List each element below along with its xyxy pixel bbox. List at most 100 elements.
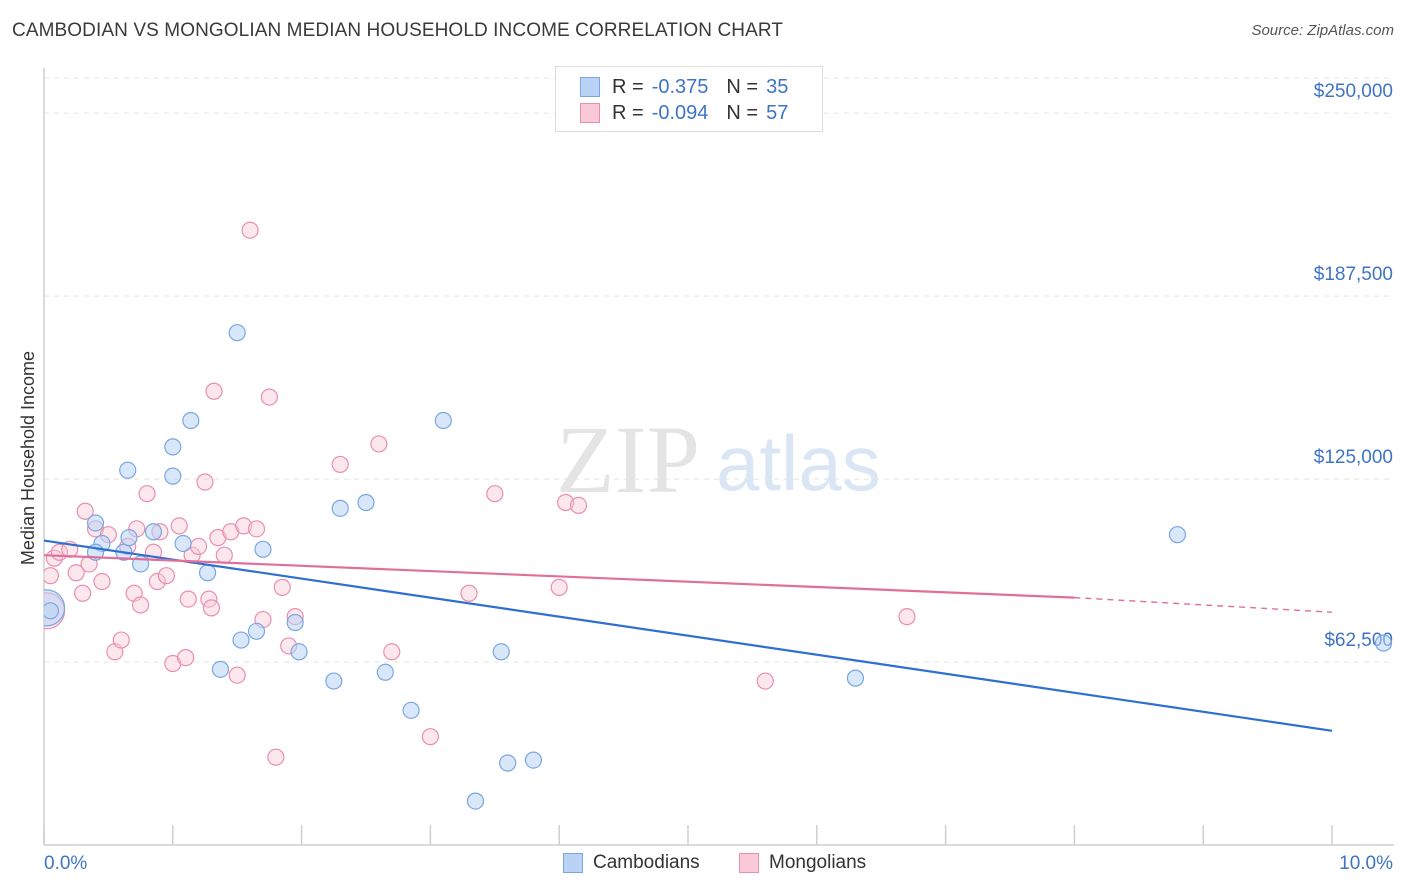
y-tick-label: $250,000 (1314, 81, 1393, 102)
mongolian-point (370, 435, 388, 453)
cambodian-point (232, 631, 250, 649)
mongolian-point (228, 666, 246, 684)
mongolian-point (421, 728, 439, 746)
cambodian-point (357, 493, 375, 512)
x-tick-label: 0.0% (44, 853, 87, 874)
axes (43, 68, 1394, 846)
cambodian-point (376, 663, 394, 681)
cambodian-point (1168, 526, 1187, 544)
mongolian-point (196, 473, 214, 491)
watermark-zip: ZIP (556, 406, 700, 513)
mongolian-point (112, 631, 130, 649)
mongolian-point (76, 502, 94, 520)
mongolian-point (44, 567, 60, 585)
cambodian-point (331, 499, 349, 517)
cambodian-point (211, 660, 230, 678)
x-tick-labels: 0.0% 10.0% (44, 853, 1393, 874)
cambodian-point (286, 613, 304, 632)
bottom-legend-swatch-cambodians (563, 853, 583, 873)
cambodian-point (254, 540, 272, 558)
y-tick-labels: $62,500$125,000$187,500$250,000 (1314, 81, 1393, 651)
cambodian-point (247, 622, 266, 640)
cambodian-point (164, 438, 182, 456)
y-axis-label: Median Household Income (18, 351, 38, 565)
mongolian-point (460, 584, 478, 602)
cambodian-point (120, 529, 138, 547)
bottom-legend-label-cambodians: Cambodians (593, 852, 700, 873)
source-label: Source: ZipAtlas.com (1251, 22, 1394, 39)
mongolian-point (93, 572, 111, 591)
cambodian-point (492, 643, 510, 661)
mongolian-point (157, 567, 175, 585)
legend-n-value: 57 (766, 101, 789, 124)
y-tick-label: $187,500 (1314, 264, 1393, 285)
mongolian-point (569, 496, 588, 515)
cambodian-point (44, 602, 60, 620)
mongolian-point (756, 672, 774, 690)
mongolian-point (202, 599, 221, 617)
cambodian-point (290, 643, 308, 661)
legend-r-value: -0.094 (651, 101, 709, 124)
cambodian-point (499, 754, 517, 772)
mongolian-point (148, 572, 166, 591)
legend-row-mongolians: R = -0.094 N = 57 (580, 101, 788, 125)
bottom-legend-mongolians: Mongolians (739, 852, 866, 874)
legend-swatch-mongolians (580, 103, 600, 123)
mongolian-point (215, 546, 233, 564)
cambodian-trend-line (43, 539, 1333, 732)
mongolian-point (189, 537, 208, 555)
mongolian-point (383, 643, 401, 661)
legend-n-label: N = (726, 101, 759, 124)
cambodian-point (164, 467, 182, 485)
mongolian-point (67, 564, 85, 582)
mongolian-point (247, 520, 266, 538)
legend-r-label: R = (612, 101, 644, 124)
y-tick-label: $125,000 (1314, 447, 1393, 468)
trend-lines (43, 539, 1333, 732)
legend-n-label: N = (726, 75, 759, 98)
mongolian-point (260, 388, 278, 406)
cambodian-point (402, 701, 420, 719)
cambodian-point (174, 534, 192, 553)
correlation-legend: R = -0.375 N = 35 R = -0.094 N = 57 (555, 66, 823, 132)
cambodian-point (144, 523, 163, 541)
mongolian-point (486, 485, 504, 503)
mongolian-trend-extension (1074, 596, 1333, 613)
mongolian-point (331, 455, 349, 474)
watermark: ZIP atlas (556, 406, 881, 513)
cambodian-point (325, 672, 343, 690)
legend-swatch-cambodians (580, 77, 600, 97)
mongolian-point (557, 493, 575, 512)
cambodian-point (466, 792, 485, 810)
mongolian-point (235, 517, 253, 535)
legend-r-value: -0.375 (651, 75, 709, 98)
mongolian-point (267, 748, 285, 766)
mongolian-point (179, 590, 197, 608)
grid-lines (44, 77, 1394, 663)
cambodian-point (198, 564, 217, 582)
bottom-legend-label-mongolians: Mongolians (769, 852, 867, 873)
cambodian-points (44, 324, 1393, 810)
cambodian-point (182, 411, 200, 430)
watermark-atlas: atlas (716, 419, 881, 507)
bottom-legend-cambodians: Cambodians (563, 852, 700, 874)
mongolian-trend-line (43, 554, 1075, 599)
legend-n-value: 35 (766, 75, 789, 98)
mongolian-point (177, 649, 195, 667)
x-tick-label: 10.0% (1339, 853, 1393, 874)
legend-row-cambodians: R = -0.375 N = 35 (580, 75, 788, 99)
cambodian-point (86, 514, 105, 532)
cambodian-point (1374, 634, 1393, 652)
cambodian-point (119, 461, 137, 479)
mongolian-point (132, 596, 150, 614)
mongolian-point (138, 485, 156, 503)
legend-r-label: R = (612, 75, 644, 98)
bottom-legend-swatch-mongolians (739, 853, 759, 873)
mongolian-point (273, 578, 291, 596)
cambodian-point (846, 669, 865, 687)
mongolian-point (205, 382, 223, 400)
chart-title: CAMBODIAN VS MONGOLIAN MEDIAN HOUSEHOLD … (12, 20, 784, 41)
mongolian-point (898, 608, 916, 626)
cambodian-point (434, 411, 452, 430)
